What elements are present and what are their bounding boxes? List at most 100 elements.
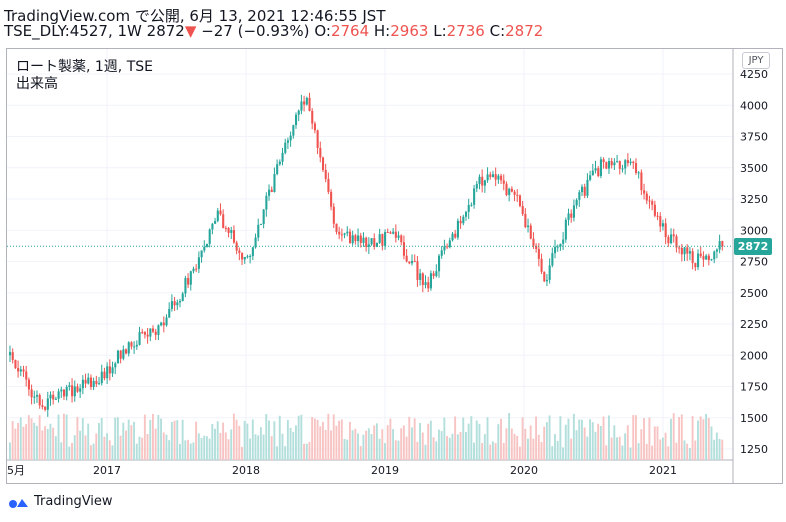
candle-body xyxy=(33,396,36,398)
candle-body xyxy=(575,199,578,206)
candle-body xyxy=(203,246,206,251)
currency-badge[interactable]: JPY xyxy=(742,52,770,69)
chart-frame[interactable] xyxy=(6,48,783,484)
volume-bar xyxy=(138,436,141,460)
candle-body xyxy=(629,161,632,164)
candle-body xyxy=(386,232,389,234)
volume-bar xyxy=(254,434,257,460)
candle-body xyxy=(413,260,416,262)
tradingview-watermark[interactable]: TradingView xyxy=(8,494,113,509)
candle-body xyxy=(257,224,260,238)
volume-bar xyxy=(678,417,681,460)
candle-body xyxy=(273,174,276,193)
volume-bar xyxy=(672,413,675,460)
high-value: 2963 xyxy=(390,22,429,40)
volume-bar xyxy=(524,428,527,460)
candle-body xyxy=(605,162,608,169)
volume-bar xyxy=(54,436,57,460)
candle-body xyxy=(567,213,570,220)
volume-bar xyxy=(486,417,489,460)
candle-body xyxy=(516,194,519,196)
candle-body xyxy=(486,174,489,181)
volume-bar xyxy=(605,445,608,460)
candle-body xyxy=(300,101,303,111)
candle-body xyxy=(165,317,168,326)
volume-bar xyxy=(432,437,435,460)
candle-body xyxy=(44,406,47,410)
candle-body xyxy=(176,302,179,306)
candle-body xyxy=(432,273,435,277)
volume-bar xyxy=(508,413,511,460)
candle-body xyxy=(100,371,103,384)
candle-body xyxy=(35,395,39,397)
candle-body xyxy=(632,161,635,164)
candle-body xyxy=(502,180,505,184)
candle-body xyxy=(200,250,203,258)
candle-body xyxy=(332,206,335,224)
candle-body xyxy=(489,174,492,177)
volume-bar xyxy=(249,438,252,460)
candle-body xyxy=(548,265,551,280)
candle-body xyxy=(243,256,246,260)
candle-body xyxy=(365,237,368,247)
volume-bar xyxy=(578,419,581,460)
volume-bar xyxy=(473,442,475,460)
candle-body xyxy=(521,206,524,214)
volume-bar xyxy=(52,427,55,460)
candle-body xyxy=(375,242,379,247)
candle-body xyxy=(411,260,414,264)
volume-bar xyxy=(162,432,165,460)
candle-body xyxy=(254,237,257,248)
candle-body xyxy=(451,233,454,241)
candle-body xyxy=(710,259,713,261)
volume-bar xyxy=(599,425,602,460)
candle-body xyxy=(718,241,721,250)
volume-bar xyxy=(586,436,589,460)
x-tick-label: 5月 xyxy=(7,464,25,477)
volume-bar xyxy=(373,425,376,460)
volume-bar xyxy=(448,437,451,460)
volume-bar xyxy=(268,420,270,460)
volume-bar xyxy=(564,424,567,460)
candle-body xyxy=(92,380,95,388)
volume-bar xyxy=(591,422,594,460)
candle-body xyxy=(270,189,273,193)
volume-bar xyxy=(653,426,656,460)
y-tick-label: 1250 xyxy=(740,443,768,456)
volume-bar xyxy=(292,431,295,460)
ohlc-bar: TSE_DLY:4527, 1W 2872▼ −27 (−0.93%) O:27… xyxy=(4,22,544,40)
volume-bar xyxy=(192,442,195,460)
volume-bar xyxy=(241,446,243,460)
volume-bar xyxy=(146,433,149,460)
candle-body xyxy=(57,391,60,399)
candle-body xyxy=(621,168,624,170)
candle-body xyxy=(19,369,22,372)
volume-bar xyxy=(664,432,667,460)
y-tick-label: 4250 xyxy=(740,68,768,81)
volume-bar xyxy=(44,426,46,460)
down-arrow-icon: ▼ xyxy=(184,22,197,40)
volume-bar xyxy=(108,440,111,460)
candle-body xyxy=(438,255,441,272)
candle-body xyxy=(122,349,125,359)
volume-bar xyxy=(397,440,400,460)
y-tick-label: 1500 xyxy=(740,412,768,425)
volume-bar xyxy=(459,431,462,460)
volume-bar xyxy=(89,445,92,460)
volume-bar xyxy=(178,443,181,460)
candle-body xyxy=(343,233,346,235)
volume-bar xyxy=(187,439,189,460)
candle-body xyxy=(62,389,66,397)
volume-bar xyxy=(127,419,130,460)
candle-body xyxy=(653,204,656,216)
candle-body xyxy=(551,253,554,266)
candle-body xyxy=(697,253,700,268)
candle-body xyxy=(181,293,184,301)
candle-body xyxy=(251,247,254,257)
volume-bar xyxy=(197,433,200,460)
volume-bar xyxy=(715,432,718,460)
candle-body xyxy=(313,123,316,131)
volume-bar xyxy=(27,415,30,460)
candle-body xyxy=(562,239,565,244)
